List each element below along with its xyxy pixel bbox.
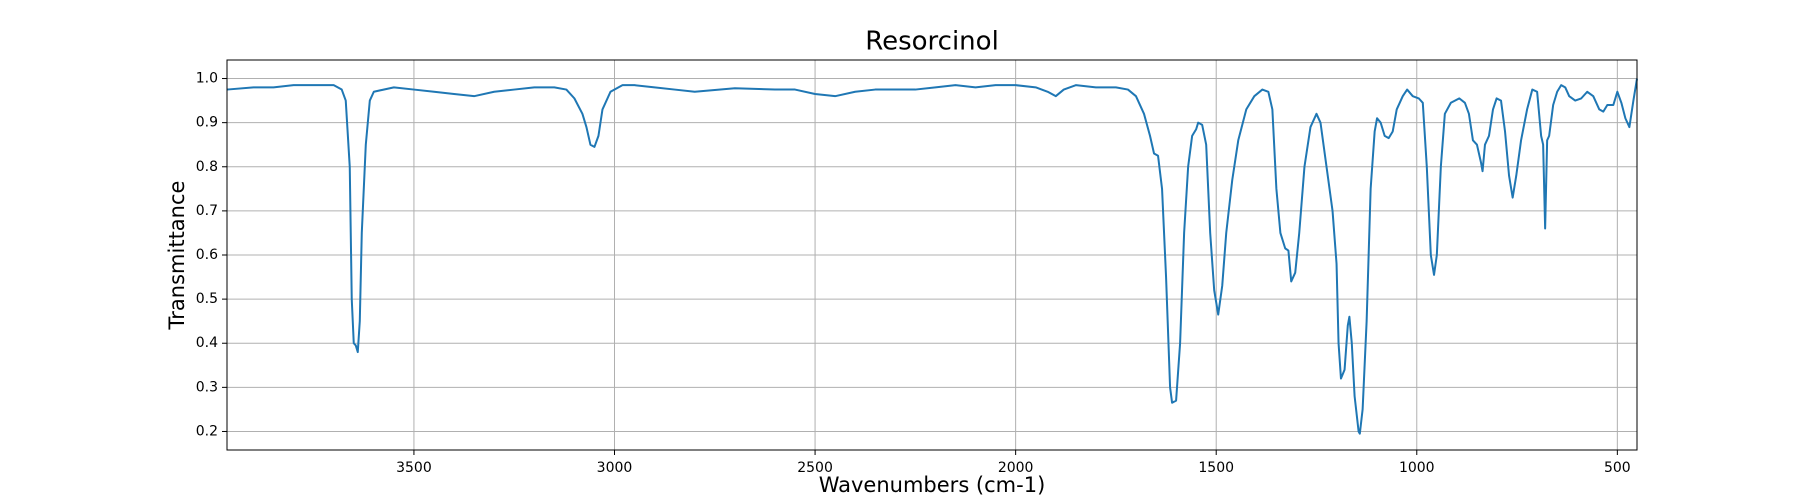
x-tick-label: 3500 [396, 460, 432, 476]
y-tick-label: 0.4 [196, 335, 218, 351]
y-tick-label: 0.7 [196, 203, 218, 219]
x-tick-label: 1000 [1399, 460, 1435, 476]
x-tick-label: 3000 [597, 460, 633, 476]
y-tick-label: 0.9 [196, 115, 218, 131]
x-axis-label: Wavenumbers (cm-1) [819, 473, 1046, 497]
x-tick-label: 2000 [998, 460, 1034, 476]
x-tick-label: 500 [1604, 460, 1631, 476]
y-tick-label: 0.6 [196, 247, 218, 263]
spectrum-line [226, 78, 1638, 435]
y-tick-label: 0.2 [196, 423, 218, 439]
x-tick-label: 1500 [1198, 460, 1234, 476]
chart-title: Resorcinol [865, 27, 999, 57]
y-tick-label: 1.0 [196, 71, 218, 87]
y-tick-label: 0.5 [196, 291, 218, 307]
y-tick-label: 0.3 [196, 379, 218, 395]
y-tick-label: 0.8 [196, 159, 218, 175]
y-axis-label: Transmittance [165, 181, 189, 331]
plot-frame [226, 59, 1638, 451]
x-tick-label: 2500 [797, 460, 833, 476]
